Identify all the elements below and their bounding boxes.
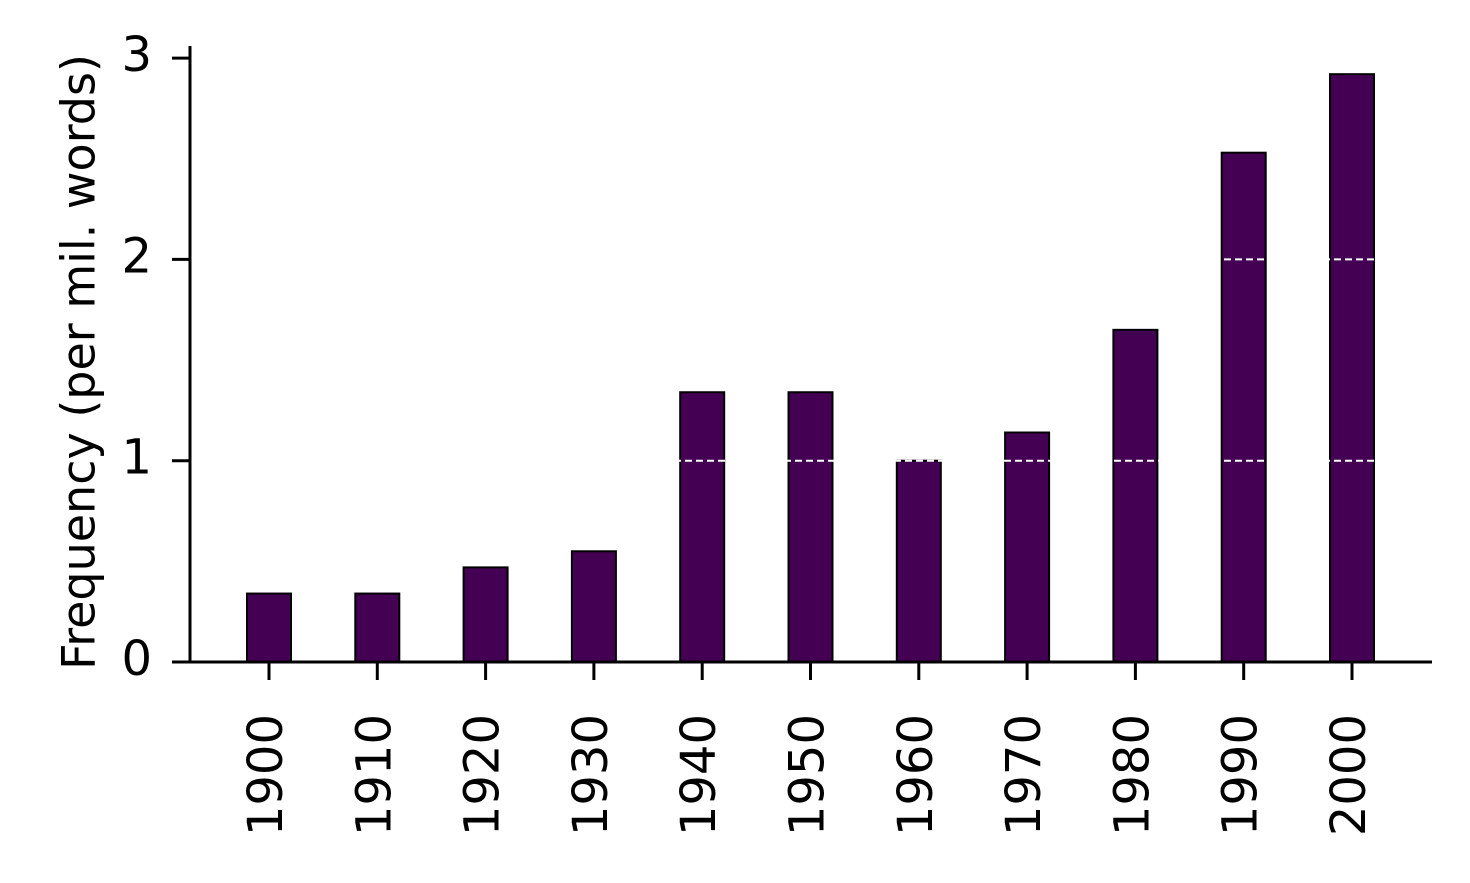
x-tick-label: 1900 bbox=[238, 714, 294, 836]
bar bbox=[246, 592, 292, 663]
x-tick-label: 2000 bbox=[1321, 714, 1377, 836]
x-tick-label: 1990 bbox=[1213, 714, 1269, 836]
bar bbox=[354, 592, 401, 663]
y-tick-label: 1 bbox=[121, 430, 152, 486]
bar bbox=[895, 459, 942, 663]
x-tick-label: 1920 bbox=[455, 714, 511, 836]
bar bbox=[787, 391, 834, 663]
y-tick-label: 3 bbox=[121, 27, 152, 83]
bar bbox=[570, 550, 617, 664]
bar bbox=[679, 391, 726, 663]
x-tick-label: 1940 bbox=[671, 714, 727, 836]
x-tick-label: 1970 bbox=[996, 714, 1052, 836]
y-axis-label: Frequency (per mil. words) bbox=[52, 54, 106, 670]
x-tick-label: 1960 bbox=[888, 714, 944, 836]
bar bbox=[1329, 73, 1375, 664]
x-tick-label: 1930 bbox=[563, 714, 619, 836]
x-tick-label: 1950 bbox=[780, 714, 836, 836]
y-tick-label: 0 bbox=[121, 631, 152, 687]
y-tick-label: 2 bbox=[121, 228, 152, 284]
x-tick-label: 1980 bbox=[1104, 714, 1160, 836]
bar bbox=[1220, 151, 1267, 663]
x-tick-label: 1910 bbox=[346, 714, 402, 836]
bar bbox=[462, 566, 509, 663]
bar bbox=[1004, 431, 1051, 663]
bar bbox=[1112, 328, 1159, 663]
